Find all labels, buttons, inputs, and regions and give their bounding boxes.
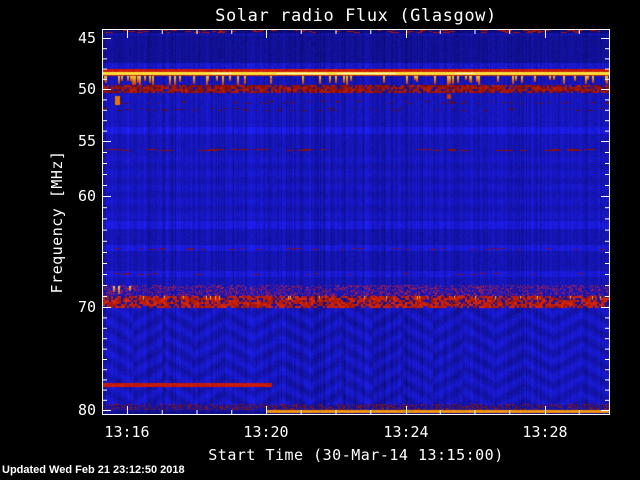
x-tick-label: 13:20 (243, 423, 289, 441)
y-tick-label: 55 (77, 132, 96, 150)
y-tick-label: 60 (77, 187, 96, 205)
plot-title: Solar radio Flux (Glasgow) (215, 6, 497, 26)
y-tick-label: 70 (77, 298, 96, 316)
y-axis-label: Frequency [MHz] (48, 150, 66, 294)
y-tick-label: 50 (77, 80, 96, 98)
x-axis-label: Start Time (30-Mar-14 13:15:00) (208, 446, 504, 464)
x-tick-label: 13:24 (383, 423, 429, 441)
y-tick-label: 80 (77, 401, 96, 419)
spectrogram-canvas (103, 30, 609, 414)
y-tick-label: 45 (77, 29, 96, 47)
x-tick-label: 13:16 (104, 423, 150, 441)
x-tick-label: 13:28 (522, 423, 568, 441)
update-timestamp: Updated Wed Feb 21 23:12:50 2018 (2, 464, 185, 476)
